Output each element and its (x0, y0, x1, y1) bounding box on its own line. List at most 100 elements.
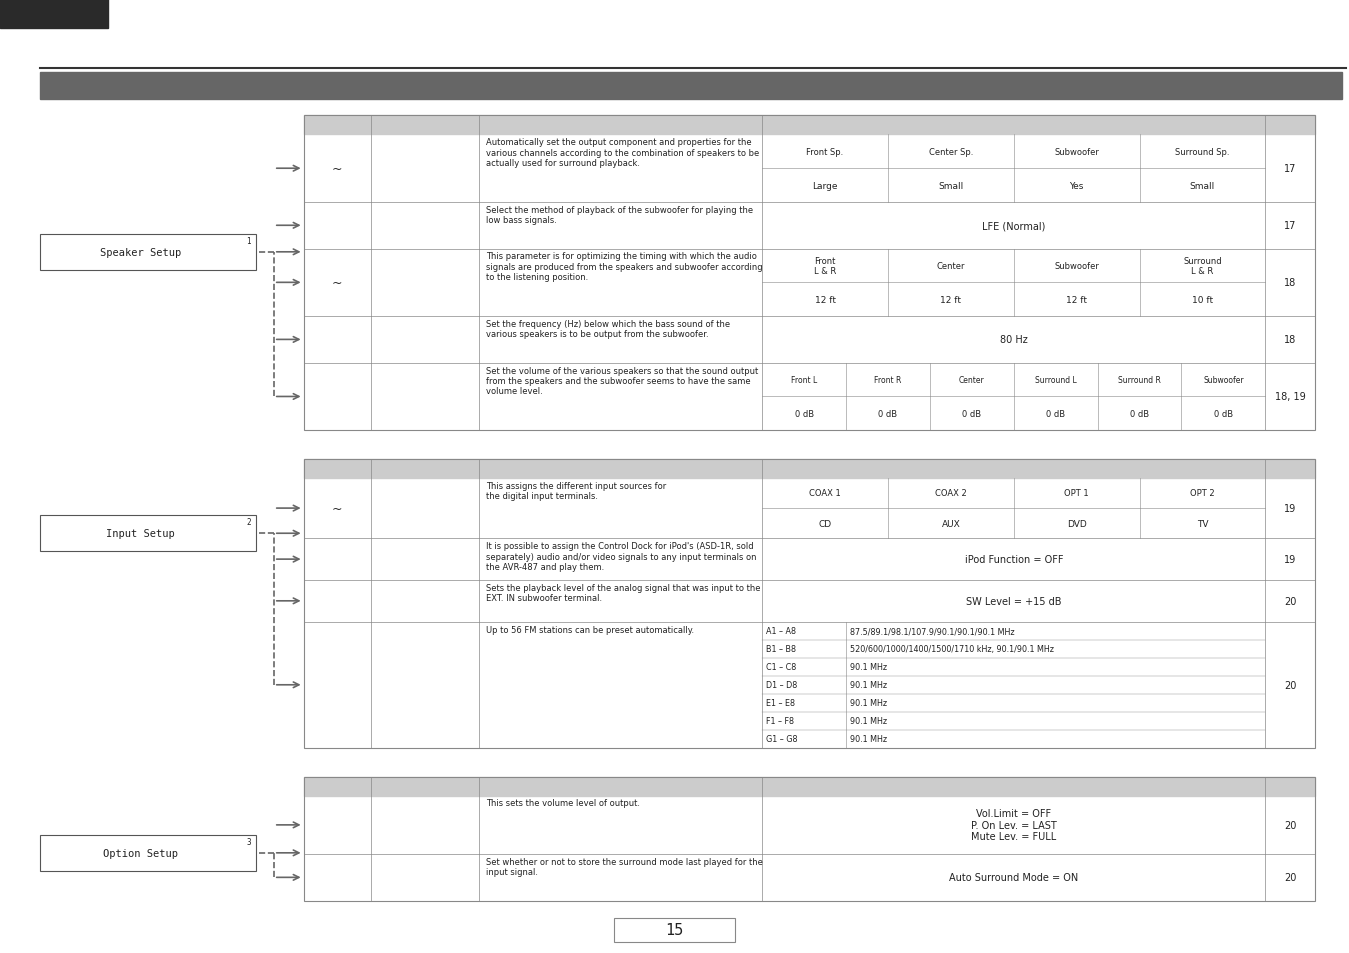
Text: 17: 17 (1284, 164, 1296, 174)
Text: 12 ft: 12 ft (815, 295, 835, 304)
Text: 0 dB: 0 dB (878, 410, 897, 418)
Text: 20: 20 (1284, 680, 1296, 690)
Text: 20: 20 (1284, 872, 1296, 882)
Text: Small: Small (939, 181, 963, 191)
Text: ~: ~ (332, 502, 343, 515)
Bar (304, 116, 1315, 135)
Text: Center Sp.: Center Sp. (928, 148, 973, 156)
Text: Select the method of playback of the subwoofer for playing the
low bass signals.: Select the method of playback of the sub… (486, 206, 753, 225)
Text: This sets the volume level of output.: This sets the volume level of output. (486, 799, 639, 807)
Text: 0 dB: 0 dB (1045, 410, 1066, 418)
Text: 90.1 MHz: 90.1 MHz (850, 662, 888, 672)
Text: Subwoofer: Subwoofer (1054, 148, 1099, 156)
Text: Set the frequency (Hz) below which the bass sound of the
various speakers is to : Set the frequency (Hz) below which the b… (486, 319, 730, 339)
Text: Sets the playback level of the analog signal that was input to the
EXT. IN subwo: Sets the playback level of the analog si… (486, 583, 759, 602)
Text: Surround L: Surround L (1035, 375, 1077, 385)
Text: 87.5/89.1/98.1/107.9/90.1/90.1/90.1 MHz: 87.5/89.1/98.1/107.9/90.1/90.1/90.1 MHz (850, 626, 1014, 636)
Bar (304, 459, 1315, 748)
Bar (304, 777, 1315, 796)
Text: 10 ft: 10 ft (1193, 295, 1213, 304)
Text: Automatically set the output component and properties for the
various channels a: Automatically set the output component a… (486, 138, 759, 168)
Text: E1 – E8: E1 – E8 (766, 699, 795, 707)
Text: 90.1 MHz: 90.1 MHz (850, 699, 888, 707)
Text: Speaker Setup: Speaker Setup (100, 248, 181, 257)
Bar (40, 835, 256, 871)
Text: Option Setup: Option Setup (103, 848, 178, 858)
Bar (614, 918, 735, 942)
Text: D1 – D8: D1 – D8 (766, 680, 797, 690)
Bar (0, 0, 108, 29)
Bar (40, 73, 1342, 100)
Text: CD: CD (819, 519, 831, 528)
Bar (40, 234, 256, 271)
Text: AUX: AUX (942, 519, 960, 528)
Text: Up to 56 FM stations can be preset automatically.: Up to 56 FM stations can be preset autom… (486, 625, 693, 634)
Text: 12 ft: 12 ft (940, 295, 962, 304)
Text: OPT 2: OPT 2 (1190, 489, 1215, 498)
Text: TV: TV (1197, 519, 1209, 528)
Text: 0 dB: 0 dB (1130, 410, 1149, 418)
Text: ~: ~ (332, 276, 343, 290)
Text: Front L: Front L (791, 375, 817, 385)
Text: 19: 19 (1284, 503, 1296, 514)
Text: 90.1 MHz: 90.1 MHz (850, 735, 888, 743)
Text: Set the volume of the various speakers so that the sound output
from the speaker: Set the volume of the various speakers s… (486, 366, 758, 395)
Text: Input Setup: Input Setup (107, 529, 174, 538)
Text: 0 dB: 0 dB (1214, 410, 1233, 418)
Text: Front Sp.: Front Sp. (807, 148, 843, 156)
Text: Center: Center (936, 262, 965, 271)
Text: 2: 2 (247, 517, 251, 526)
Text: Surround Sp.: Surround Sp. (1175, 148, 1230, 156)
Text: 18, 19: 18, 19 (1275, 392, 1306, 402)
Text: B1 – B8: B1 – B8 (766, 644, 796, 654)
Text: 90.1 MHz: 90.1 MHz (850, 680, 888, 690)
Text: Yes: Yes (1070, 181, 1083, 191)
Bar (304, 116, 1315, 431)
Text: DVD: DVD (1067, 519, 1086, 528)
Text: It is possible to assign the Control Dock for iPod's (ASD-1R, sold
separately) a: It is possible to assign the Control Doc… (486, 541, 757, 572)
Text: This assigns the different input sources for
the digital input terminals.: This assigns the different input sources… (486, 481, 666, 500)
Text: Set whether or not to store the surround mode last played for the
input signal.: Set whether or not to store the surround… (486, 857, 762, 877)
Text: 0 dB: 0 dB (962, 410, 982, 418)
Text: Front R: Front R (874, 375, 901, 385)
Text: Surround R: Surround R (1118, 375, 1161, 385)
Text: 0 dB: 0 dB (795, 410, 813, 418)
Text: 19: 19 (1284, 555, 1296, 564)
Text: ~: ~ (332, 163, 343, 175)
Text: Large: Large (812, 181, 838, 191)
Text: 3: 3 (247, 837, 251, 845)
Text: A1 – A8: A1 – A8 (766, 626, 796, 636)
Text: OPT 1: OPT 1 (1064, 489, 1089, 498)
Text: COAX 2: COAX 2 (935, 489, 967, 498)
Bar (40, 516, 256, 552)
Text: 18: 18 (1284, 335, 1296, 345)
Text: LFE (Normal): LFE (Normal) (982, 221, 1045, 231)
Text: 90.1 MHz: 90.1 MHz (850, 717, 888, 725)
Text: 80 Hz: 80 Hz (1000, 335, 1028, 345)
Text: 18: 18 (1284, 278, 1296, 288)
Text: Subwoofer: Subwoofer (1203, 375, 1244, 385)
Text: Small: Small (1190, 181, 1215, 191)
Text: 1: 1 (247, 236, 251, 245)
Text: This parameter is for optimizing the timing with which the audio
signals are pro: This parameter is for optimizing the tim… (486, 253, 762, 282)
Bar (304, 777, 1315, 901)
Text: Subwoofer: Subwoofer (1054, 262, 1099, 271)
Text: G1 – G8: G1 – G8 (766, 735, 797, 743)
Text: 520/600/1000/1400/1500/1710 kHz, 90.1/90.1 MHz: 520/600/1000/1400/1500/1710 kHz, 90.1/90… (850, 644, 1054, 654)
Text: 17: 17 (1284, 221, 1296, 231)
Text: Auto Surround Mode = ON: Auto Surround Mode = ON (950, 872, 1078, 882)
Text: 15: 15 (665, 922, 684, 937)
Text: COAX 1: COAX 1 (809, 489, 840, 498)
Text: SW Level = +15 dB: SW Level = +15 dB (966, 597, 1062, 606)
Text: Front
L & R: Front L & R (813, 256, 836, 275)
Text: 20: 20 (1284, 820, 1296, 830)
Bar (304, 459, 1315, 478)
Text: Surround
L & R: Surround L & R (1183, 256, 1222, 275)
Text: 20: 20 (1284, 597, 1296, 606)
Text: 12 ft: 12 ft (1066, 295, 1087, 304)
Text: Vol.Limit = OFF
P. On Lev. = LAST
Mute Lev. = FULL: Vol.Limit = OFF P. On Lev. = LAST Mute L… (971, 808, 1056, 841)
Text: C1 – C8: C1 – C8 (766, 662, 796, 672)
Text: Center: Center (959, 375, 985, 385)
Text: F1 – F8: F1 – F8 (766, 717, 795, 725)
Text: iPod Function = OFF: iPod Function = OFF (965, 555, 1063, 564)
